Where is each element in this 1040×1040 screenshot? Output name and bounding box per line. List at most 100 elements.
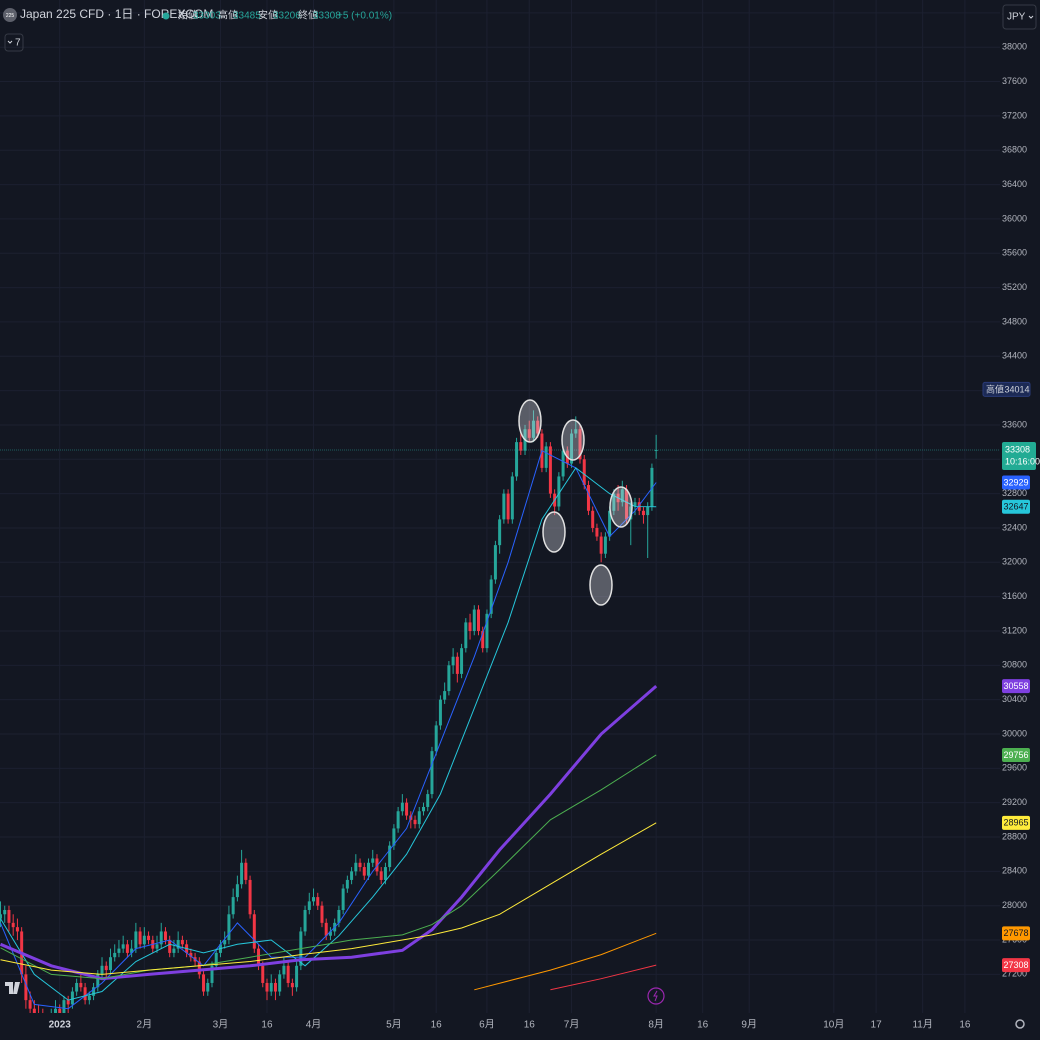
x-tick-label: 6月 — [479, 1019, 495, 1031]
candle-body — [527, 429, 531, 438]
moving-average — [0, 449, 657, 1010]
candle-body — [515, 442, 519, 477]
price-tag — [1002, 747, 1030, 762]
candle-body — [625, 489, 629, 520]
candle-body — [142, 935, 146, 945]
y-tick-label: 37600 — [1002, 76, 1027, 86]
candle-body — [282, 965, 286, 975]
symbol-logo[interactable] — [3, 8, 17, 22]
y-tick-label: 34800 — [1002, 316, 1027, 326]
candle-body — [358, 862, 362, 868]
moving-average — [474, 932, 657, 991]
moving-average — [0, 467, 657, 1001]
y-tick-label: 29600 — [1002, 763, 1027, 773]
candle-body — [620, 489, 624, 503]
price-tag-label: 27678 — [1003, 928, 1028, 938]
x-tick-label: 16 — [524, 1020, 536, 1031]
candle-body — [464, 622, 468, 649]
candle-body — [307, 901, 311, 910]
price-tag-label: 32929 — [1003, 477, 1028, 487]
candle-body — [79, 982, 83, 988]
candle-body — [633, 502, 637, 507]
tradingview-logo[interactable] — [5, 982, 20, 994]
y-tick-label: 37200 — [1002, 110, 1027, 120]
candle-body — [163, 931, 167, 941]
market-status — [162, 12, 170, 20]
y-tick-label: 34400 — [1002, 351, 1027, 361]
candle-body — [328, 931, 332, 936]
settings-icon[interactable] — [1015, 1019, 1025, 1029]
candle-body — [248, 879, 252, 915]
candle-body — [612, 493, 616, 511]
y-tick-label: 36400 — [1002, 179, 1027, 189]
candle-body — [502, 493, 506, 520]
candle-body — [227, 914, 231, 941]
y-tick-label: 30800 — [1002, 660, 1027, 670]
annotation-circle — [609, 486, 633, 528]
candle-body — [0, 914, 2, 919]
candle-body — [159, 931, 163, 945]
candle-body — [58, 1008, 62, 1013]
y-tick-label: 33600 — [1002, 419, 1027, 429]
candle-body — [510, 476, 514, 520]
annotation-circle — [518, 399, 542, 443]
last-price-value: 33308 — [1005, 444, 1030, 454]
moving-average — [0, 684, 658, 981]
candle-body — [434, 725, 438, 752]
candle-body — [147, 935, 151, 941]
candle-body — [531, 420, 535, 438]
candle-body — [312, 897, 316, 902]
candle-body — [261, 965, 265, 983]
price-tag-label: 29756 — [1003, 750, 1028, 760]
candle-body — [155, 944, 159, 949]
events-icon[interactable] — [647, 987, 665, 1005]
y-tick-label: 32400 — [1002, 522, 1027, 532]
candle-body — [265, 982, 269, 992]
candle-body — [443, 691, 447, 700]
candle-body — [240, 862, 244, 885]
candle-body — [367, 862, 371, 876]
candle-body — [83, 987, 87, 1001]
candle-body — [476, 609, 480, 631]
candle-body — [413, 819, 417, 825]
candle-body — [400, 802, 404, 812]
candle-body — [96, 974, 100, 988]
indicator-toggle[interactable] — [4, 33, 24, 52]
annotations — [518, 399, 633, 606]
candle-body — [561, 450, 565, 477]
candle-body — [130, 948, 134, 953]
candle-body — [278, 974, 282, 992]
x-tick-label: 16 — [431, 1020, 443, 1031]
y-tick-label: 32800 — [1002, 488, 1027, 498]
candle-body — [586, 485, 590, 511]
x-tick-label: 7月 — [564, 1019, 580, 1031]
candle-body — [548, 446, 552, 494]
candle-body — [121, 944, 125, 949]
candle-body — [117, 948, 121, 953]
candle-body — [223, 940, 227, 945]
candle-body — [345, 879, 349, 889]
chevron — [7, 40, 13, 44]
ohlc-value: 33308 — [313, 11, 341, 22]
candle-body — [28, 1000, 32, 1009]
candle-body — [599, 536, 603, 554]
moving-average — [0, 754, 657, 980]
countdown: 10:16:00 — [1005, 456, 1040, 466]
x-tick-label: 2月 — [137, 1019, 153, 1031]
candle-body — [455, 656, 459, 674]
candle-body — [290, 982, 294, 988]
candle-body — [92, 987, 96, 996]
candle-body — [210, 965, 214, 983]
currency-button[interactable] — [1002, 4, 1037, 30]
candle-body — [650, 467, 654, 507]
candle-body — [168, 940, 172, 953]
price-tag-label: 30558 — [1003, 681, 1028, 691]
y-tick-label: 38000 — [1002, 42, 1027, 52]
ohlc-value: 33303 — [193, 11, 221, 22]
candle-body — [417, 811, 421, 825]
high-tag-label: 高値 — [986, 383, 1004, 394]
candle-body — [536, 420, 540, 434]
candle-body — [269, 982, 273, 992]
candle-body — [468, 622, 472, 631]
candle-body — [460, 648, 464, 674]
